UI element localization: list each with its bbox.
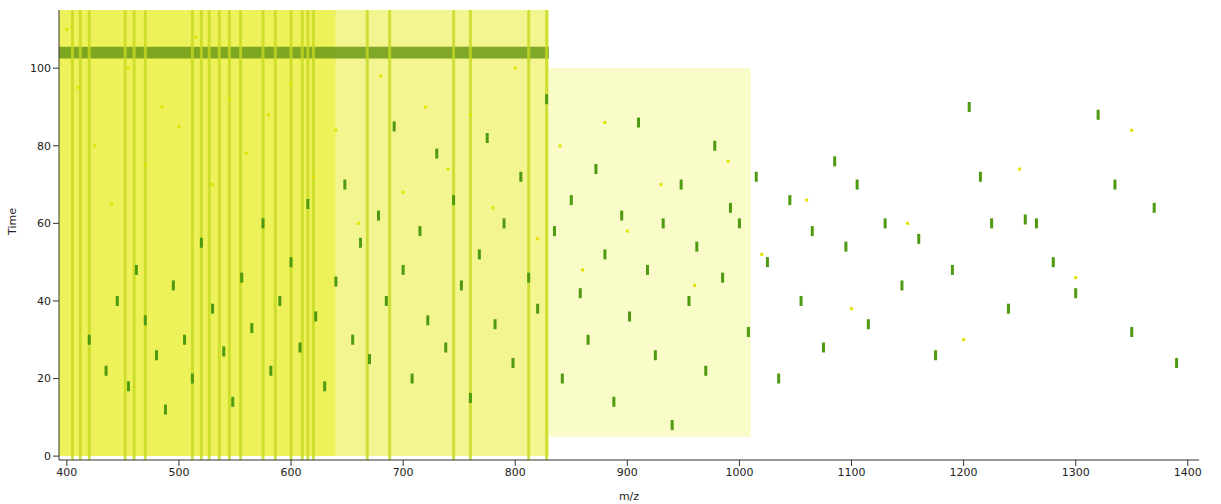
svg-text:1300: 1300 (1062, 466, 1090, 479)
svg-text:800: 800 (505, 466, 526, 479)
svg-text:60: 60 (37, 217, 51, 230)
svg-text:m/z: m/z (619, 490, 639, 503)
svg-text:1000: 1000 (725, 466, 753, 479)
svg-text:100: 100 (30, 62, 51, 75)
svg-text:1200: 1200 (950, 466, 978, 479)
svg-text:0: 0 (44, 450, 51, 463)
svg-text:Time: Time (6, 208, 19, 236)
svg-text:1100: 1100 (838, 466, 866, 479)
svg-text:1400: 1400 (1174, 466, 1202, 479)
svg-text:400: 400 (56, 466, 77, 479)
svg-text:700: 700 (393, 466, 414, 479)
svg-text:80: 80 (37, 140, 51, 153)
svg-text:900: 900 (617, 466, 638, 479)
svg-text:40: 40 (37, 295, 51, 308)
svg-text:600: 600 (281, 466, 302, 479)
svg-text:20: 20 (37, 372, 51, 385)
svg-text:500: 500 (168, 466, 189, 479)
